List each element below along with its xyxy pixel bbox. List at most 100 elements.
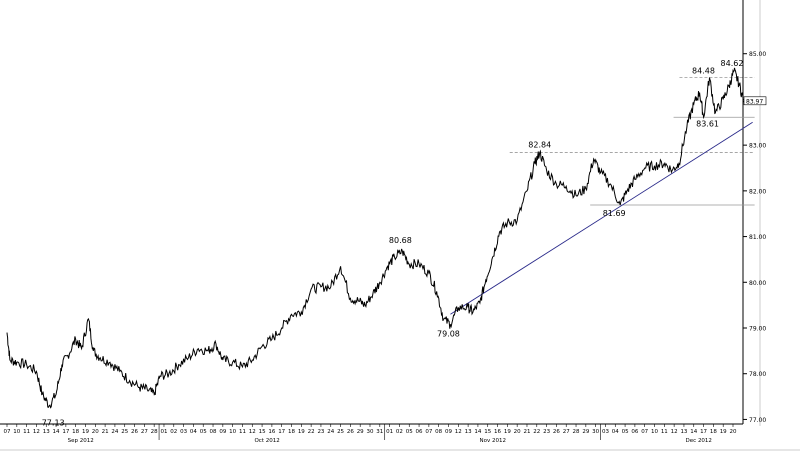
price-annotation: 80.68 — [389, 236, 412, 245]
month-label: Sep 2012 — [68, 438, 94, 444]
x-tick-label: 12 — [455, 429, 462, 435]
x-tick-label: 07 — [4, 429, 11, 435]
x-tick-label: 10 — [651, 429, 658, 435]
x-tick-label: 27 — [563, 429, 570, 435]
x-tick-label: 09 — [445, 429, 452, 435]
x-tick-label: 03 — [180, 429, 187, 435]
last-price-label: 83.97 — [746, 98, 763, 105]
x-tick-label: 07 — [641, 429, 648, 435]
x-tick-label: 12 — [249, 429, 256, 435]
x-tick-label: 17 — [700, 429, 707, 435]
month-label: Nov 2012 — [479, 438, 505, 444]
x-tick-label: 27 — [141, 429, 148, 435]
y-tick-label: 79.00 — [749, 326, 766, 333]
x-tick-label: 12 — [671, 429, 678, 435]
trendline — [450, 121, 753, 315]
x-tick-label: 13 — [680, 429, 687, 435]
price-annotation: 77.13 — [42, 418, 65, 427]
x-tick-label: 08 — [210, 429, 217, 435]
x-tick-label: 20 — [730, 429, 737, 435]
y-tick-label: 81.00 — [749, 234, 766, 241]
x-tick-label: 09 — [219, 429, 226, 435]
x-tick-label: 30 — [367, 429, 374, 435]
x-tick-label: 21 — [523, 429, 530, 435]
y-tick-label: 80.00 — [749, 280, 766, 287]
x-tick-label: 19 — [298, 429, 305, 435]
price-annotation: 81.69 — [603, 209, 626, 218]
x-tick-label: 19 — [504, 429, 511, 435]
x-tick-label: 10 — [13, 429, 20, 435]
x-tick-label: 15 — [484, 429, 491, 435]
y-tick-label: 85.00 — [749, 51, 766, 58]
x-tick-label: 31 — [376, 429, 383, 435]
x-tick-label: 25 — [337, 429, 344, 435]
y-tick-label: 78.00 — [749, 371, 766, 378]
x-tick-label: 18 — [710, 429, 717, 435]
x-tick-label: 18 — [288, 429, 295, 435]
x-tick-label: 04 — [190, 429, 197, 435]
x-tick-label: 30 — [592, 429, 599, 435]
x-tick-label: 16 — [494, 429, 501, 435]
x-tick-label: 23 — [543, 429, 550, 435]
price-annotation: 79.08 — [437, 329, 460, 338]
y-tick-label: 83.00 — [749, 143, 766, 150]
x-tick-label: 13 — [465, 429, 472, 435]
x-tick-label: 29 — [357, 429, 364, 435]
x-tick-label: 05 — [200, 429, 207, 435]
x-tick-label: 28 — [151, 429, 158, 435]
x-tick-label: 08 — [435, 429, 442, 435]
x-tick-label: 23 — [317, 429, 324, 435]
x-tick-label: 05 — [622, 429, 629, 435]
y-tick-label: 82.00 — [749, 188, 766, 195]
x-tick-label: 02 — [396, 429, 403, 435]
x-tick-label: 06 — [416, 429, 423, 435]
x-tick-label: 13 — [43, 429, 50, 435]
x-tick-label: 14 — [53, 429, 60, 435]
x-tick-label: 16 — [268, 429, 275, 435]
x-tick-label: 14 — [690, 429, 697, 435]
x-tick-label: 18 — [72, 429, 79, 435]
x-tick-label: 01 — [160, 429, 167, 435]
x-tick-label: 04 — [612, 429, 619, 435]
x-tick-label: 26 — [553, 429, 560, 435]
x-tick-label: 07 — [425, 429, 432, 435]
x-tick-label: 29 — [582, 429, 589, 435]
x-tick-label: 22 — [308, 429, 315, 435]
x-tick-label: 12 — [33, 429, 40, 435]
price-annotation: 82.84 — [528, 140, 551, 149]
x-tick-label: 15 — [259, 429, 266, 435]
x-tick-label: 11 — [239, 429, 246, 435]
x-tick-label: 20 — [514, 429, 521, 435]
price-line — [6, 67, 745, 409]
x-tick-label: 03 — [602, 429, 609, 435]
month-label: Dec 2012 — [686, 438, 712, 444]
x-tick-label: 17 — [62, 429, 69, 435]
x-tick-label: 22 — [533, 429, 540, 435]
x-tick-label: 11 — [23, 429, 30, 435]
x-tick-label: 19 — [720, 429, 727, 435]
month-label: Oct 2012 — [254, 438, 279, 444]
x-tick-label: 05 — [406, 429, 413, 435]
x-tick-label: 20 — [92, 429, 99, 435]
x-tick-label: 28 — [573, 429, 580, 435]
x-tick-label: 17 — [278, 429, 285, 435]
x-tick-label: 26 — [347, 429, 354, 435]
price-annotation: 84.48 — [692, 66, 715, 75]
x-tick-label: 24 — [111, 429, 118, 435]
x-tick-label: 19 — [82, 429, 89, 435]
x-tick-label: 06 — [631, 429, 638, 435]
price-annotation: 83.61 — [696, 119, 719, 128]
x-tick-label: 01 — [386, 429, 393, 435]
x-tick-label: 26 — [131, 429, 138, 435]
x-tick-label: 14 — [474, 429, 481, 435]
x-tick-label: 24 — [327, 429, 334, 435]
x-tick-label: 25 — [121, 429, 128, 435]
x-tick-label: 02 — [170, 429, 177, 435]
x-tick-label: 10 — [229, 429, 236, 435]
y-tick-label: 77.00 — [749, 417, 766, 424]
last-price-box — [743, 96, 767, 106]
x-tick-label: 21 — [102, 429, 109, 435]
x-tick-label: 11 — [661, 429, 668, 435]
